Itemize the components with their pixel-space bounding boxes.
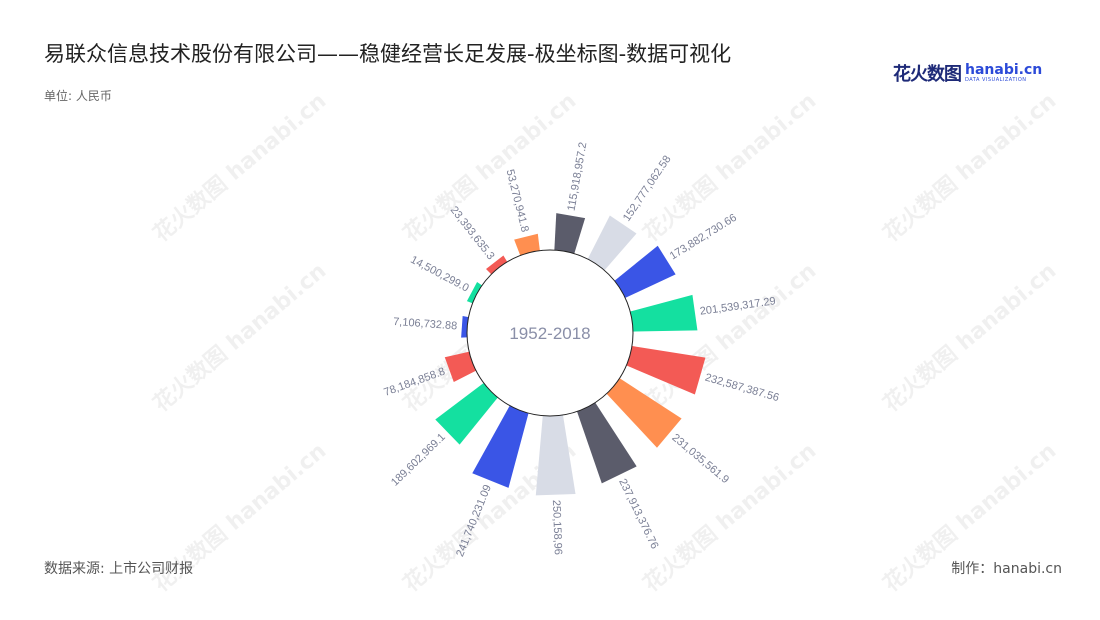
bar <box>486 255 509 276</box>
bar <box>612 245 676 299</box>
bar <box>554 213 586 256</box>
bar <box>605 377 682 448</box>
bar-value-label: 78,184,858.8 <box>382 366 446 399</box>
center-circle <box>466 249 634 417</box>
center-label: 1952-2018 <box>509 324 590 343</box>
bar-value-label: 241,740,231.09 <box>454 483 494 558</box>
bar <box>444 351 478 383</box>
bar-value-label: 53,270,941.8 <box>504 168 531 233</box>
logo-en: hanabi.cn <box>965 62 1043 78</box>
bar-value-label: 7,106,732.88 <box>393 316 458 332</box>
bar-value-label: 152,777,062.58 <box>621 154 674 224</box>
bar <box>624 345 706 395</box>
logo-sub: DATA VISUALIZATION <box>965 77 1027 83</box>
bar-value-label: 115,918,957.2 <box>566 141 590 212</box>
bar-value-label: 237,913,376.76 <box>616 477 660 551</box>
bar-value-label: 250,158,96 <box>550 500 564 555</box>
bar <box>466 281 484 304</box>
bar <box>628 294 698 332</box>
bar-value-label: 23,393,635.3 <box>448 204 497 262</box>
logo-cn: 花火数图 <box>893 64 962 85</box>
unit-label: 单位: 人民币 <box>44 89 112 103</box>
logo: 花火数图 hanabi.cn DATA VISUALIZATION <box>893 58 1042 88</box>
chart-title: 易联众信息技术股份有限公司——稳健经营长足发展-极坐标图-数据可视化 <box>44 42 732 66</box>
bar <box>576 400 637 484</box>
bar-value-label: 231,035,561.9 <box>669 432 731 486</box>
bar <box>586 215 637 272</box>
bar-value-label: 201,539,317.29 <box>699 295 776 318</box>
data-source: 数据来源: 上市公司财报 <box>44 561 194 577</box>
bar-value-label: 173,882,730.66 <box>668 212 739 263</box>
bar-value-label: 189,602,969.1 <box>389 431 448 489</box>
maker-credit: 制作：hanabi.cn <box>951 561 1062 577</box>
bar <box>435 381 500 445</box>
bar <box>535 413 576 496</box>
bar <box>472 403 530 488</box>
bar-value-label: 232,587,387.56 <box>704 372 781 405</box>
bar-value-label: 14,500,299.0 <box>408 254 470 295</box>
